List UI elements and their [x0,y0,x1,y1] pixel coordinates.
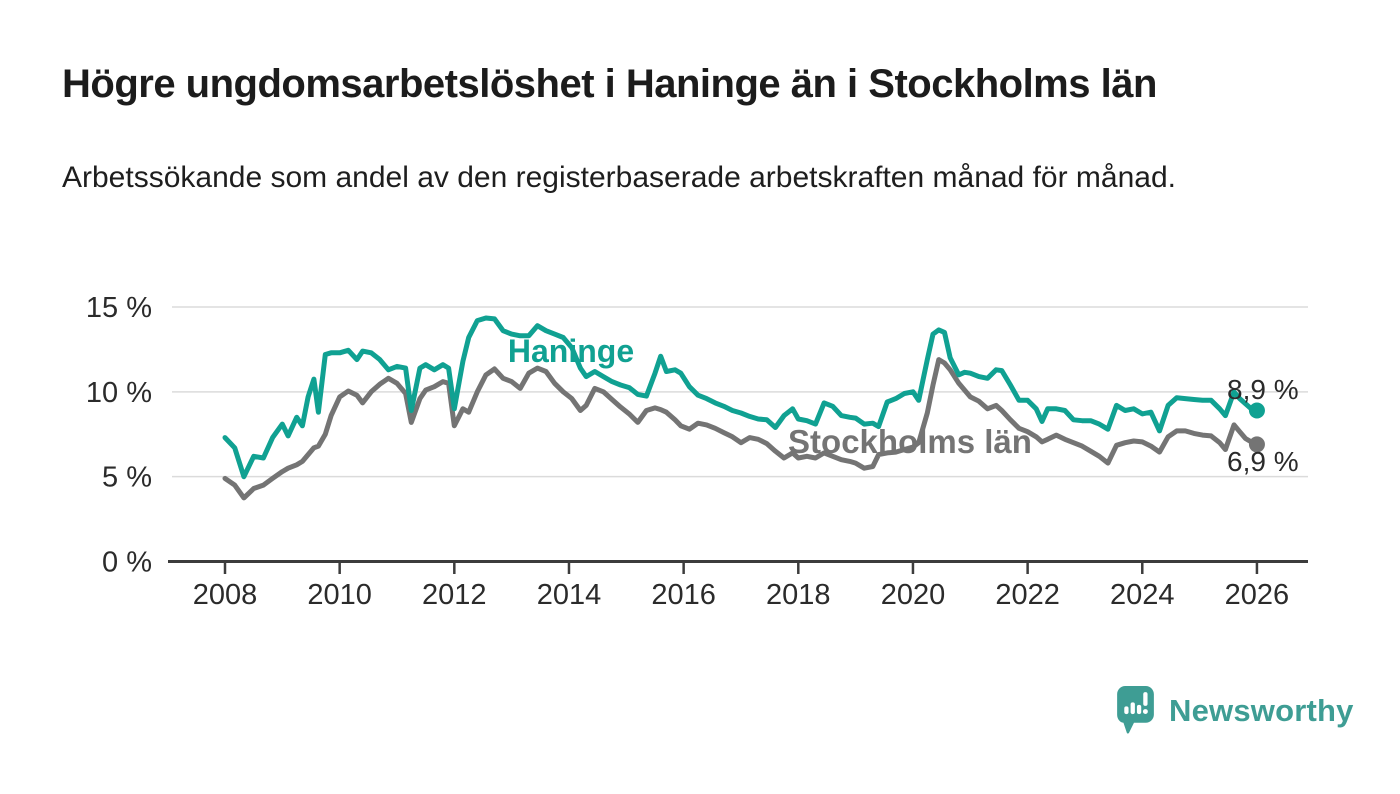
brand-name: Newsworthy [1169,692,1354,728]
page-title: Högre ungdomsarbetslöshet i Haninge än i… [62,62,1157,106]
y-tick-label: 0 % [102,547,152,579]
end-value-label-haninge: 8,9 % [1227,374,1299,405]
x-tick-label: 2020 [881,579,946,611]
x-tick-label: 2026 [1225,579,1290,611]
x-tick-label: 2016 [651,579,716,611]
x-tick-label: 2018 [766,579,831,611]
series-label-haninge: Haninge [508,333,634,369]
x-tick-label: 2022 [995,579,1060,611]
y-tick-label: 10 % [86,377,152,409]
x-tick-label: 2024 [1110,579,1175,611]
series-line-stockholm [222,357,1260,501]
series-label-stockholm: Stockholms län [788,423,1032,460]
x-tick-label: 2008 [193,579,258,611]
newsworthy-logo-icon [1117,686,1154,734]
logo-bar-2 [1130,702,1135,715]
y-tick-label: 15 % [86,292,152,324]
x-tick-label: 2010 [307,579,372,611]
page-subtitle: Arbetssökande som andel av den registerb… [62,161,1176,194]
x-tick-label: 2012 [422,579,487,611]
newsworthy-brand: Newsworthy [1117,686,1354,735]
series-line-haninge [222,315,1260,480]
series-end-dot-stockholm [1248,436,1265,453]
series-end-dot-haninge [1248,402,1265,419]
logo-bar-1 [1124,706,1129,715]
logo-exclamation-dot [1142,709,1148,714]
end-value-label-stockholm: 6,9 % [1227,446,1299,477]
x-tick-label: 2014 [537,579,602,611]
logo-bar-3 [1136,704,1142,715]
y-tick-label: 5 % [102,462,152,494]
logo-exclamation-stem [1143,692,1148,706]
